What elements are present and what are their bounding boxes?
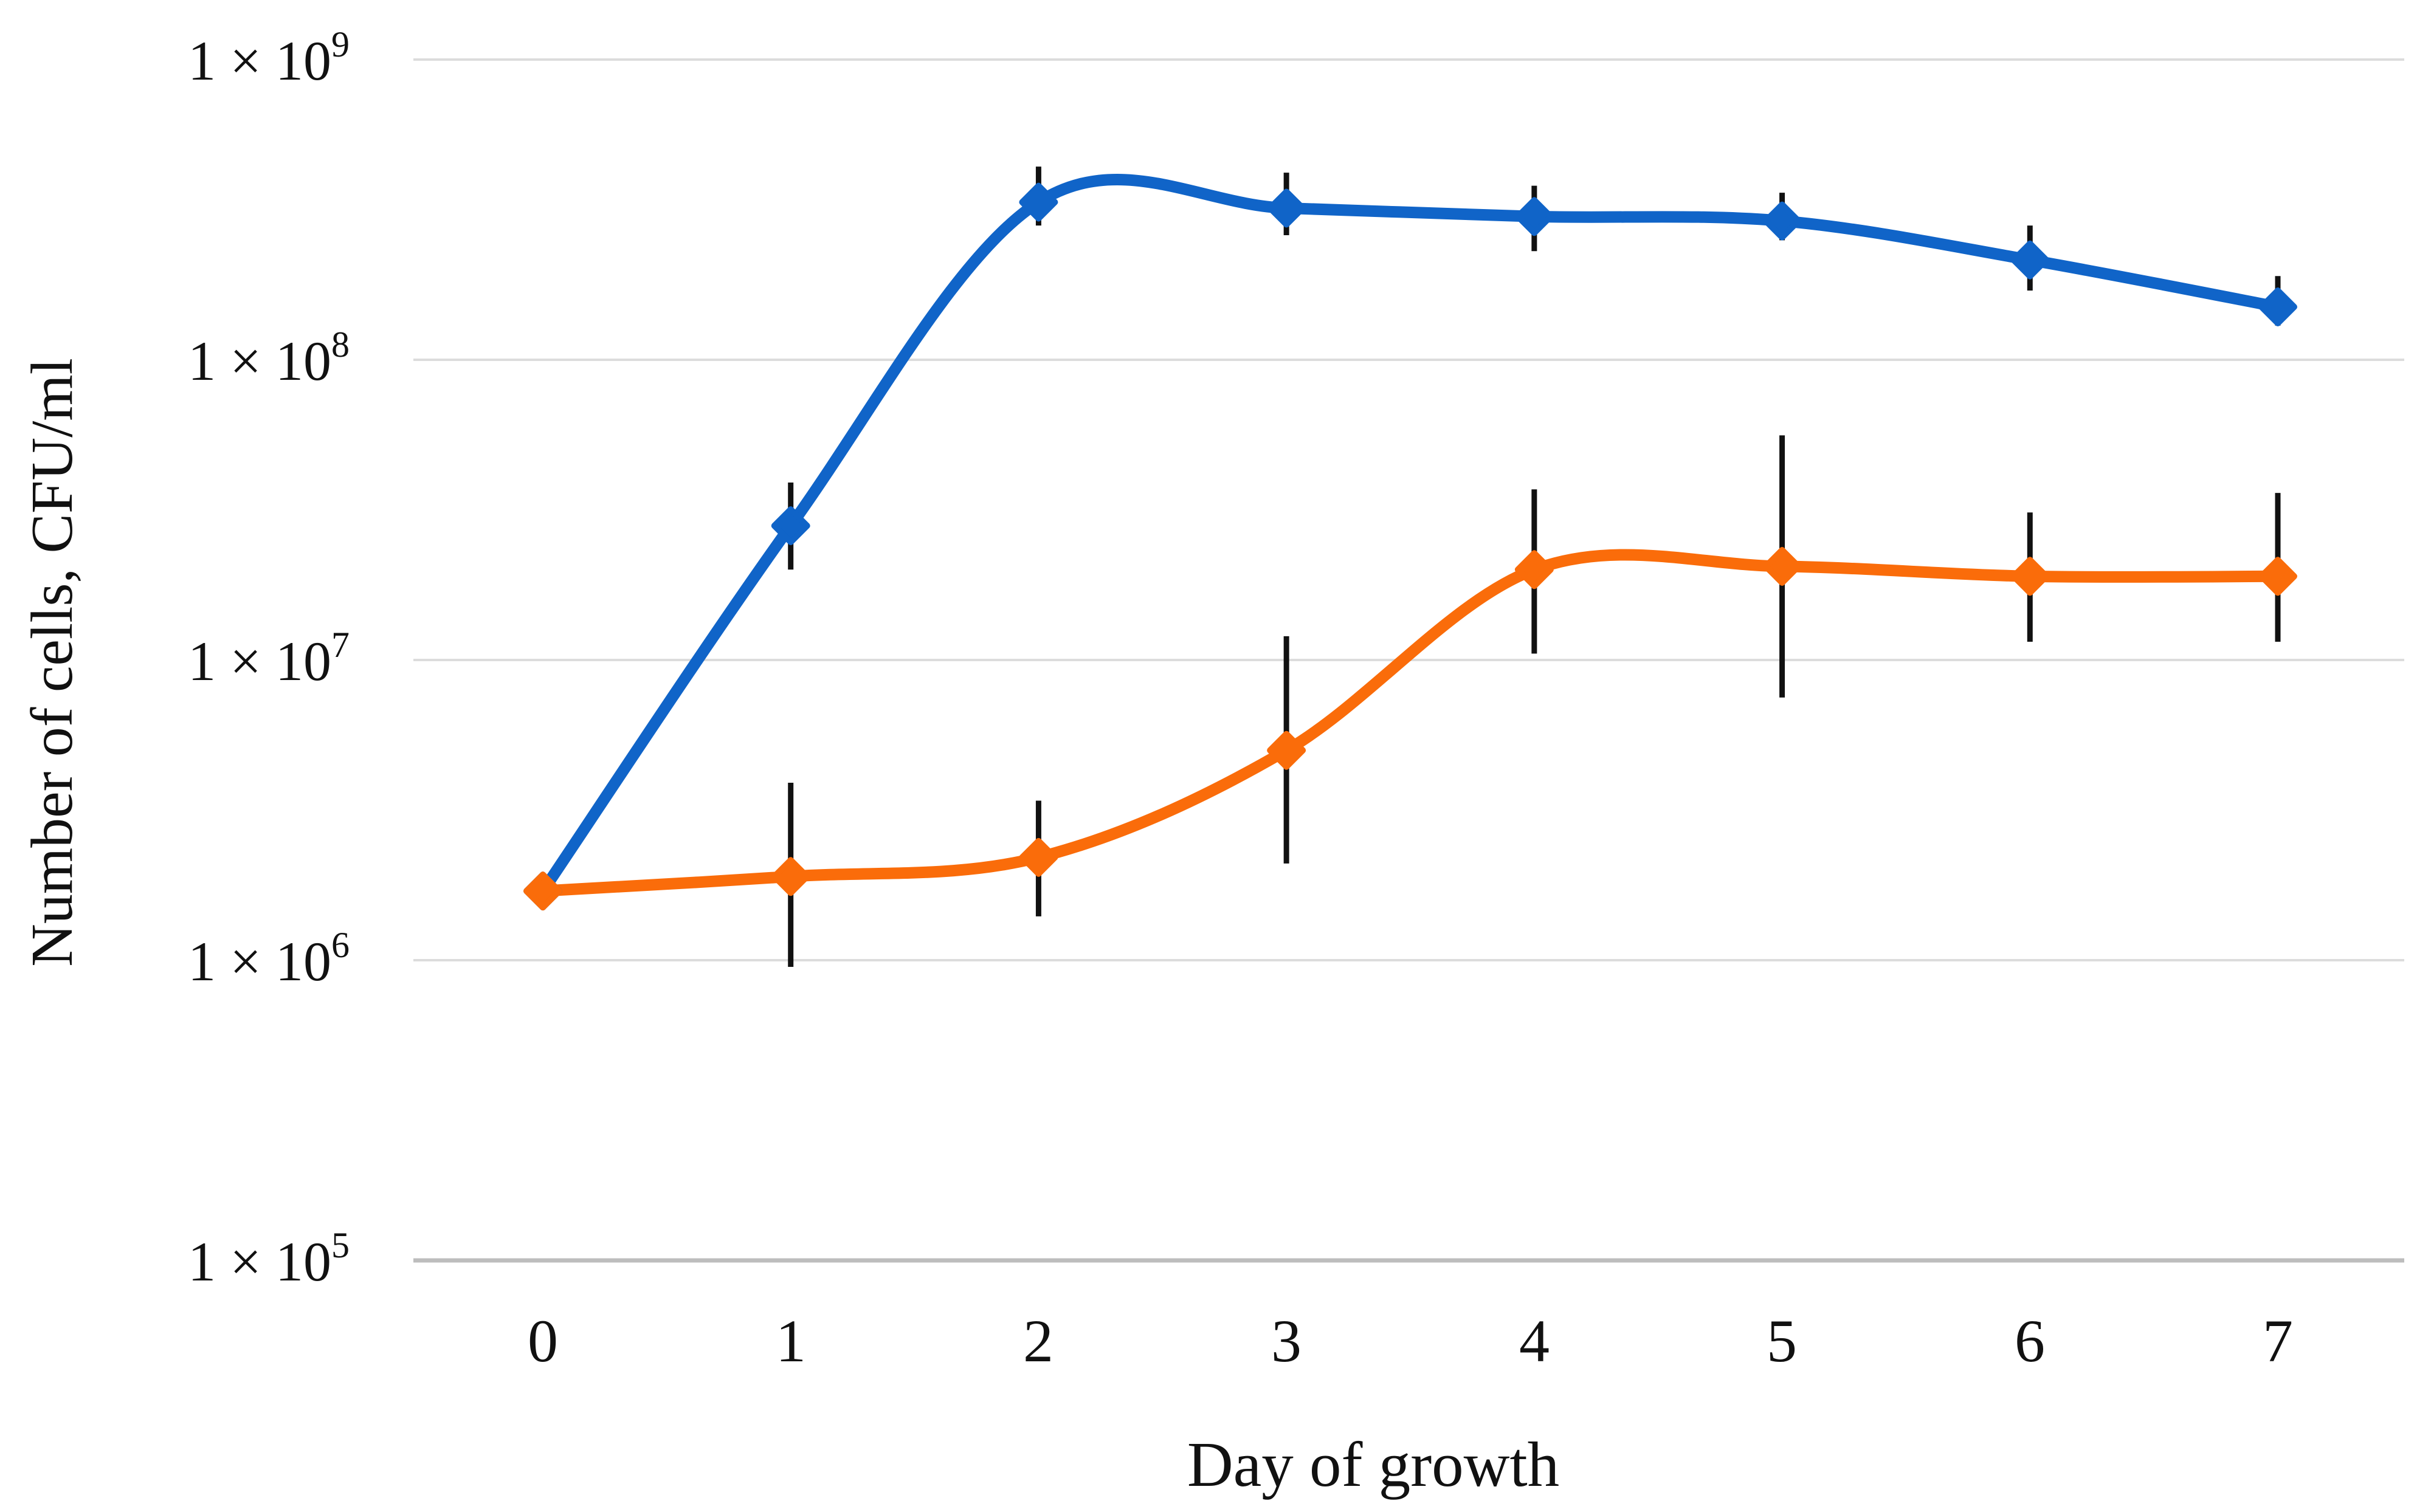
orange-series-marker-day-3 [1267, 730, 1306, 770]
y-tick-1e8: 1 × 108 [188, 325, 350, 392]
blue-series-marker-day-2 [1019, 182, 1058, 222]
orange-series-marker-day-4 [1514, 550, 1554, 589]
x-tick-day-2: 2 [1023, 1307, 1053, 1375]
orange-series-marker-day-2 [1019, 837, 1058, 877]
x-tick-day-7: 7 [2263, 1307, 2293, 1375]
x-tick-day-5: 5 [1767, 1307, 1797, 1375]
y-tick-1e7: 1 × 107 [188, 625, 350, 692]
orange-series-marker-day-6 [2010, 557, 2050, 596]
y-axis-tick-labels: 1 × 109 1 × 108 1 × 107 1 × 106 1 × 105 [188, 24, 350, 1293]
y-tick-1e6: 1 × 106 [188, 925, 350, 992]
x-tick-day-3: 3 [1271, 1307, 1302, 1375]
orange-series-line [537, 549, 2284, 897]
x-tick-day-1: 1 [776, 1307, 806, 1375]
orange-series-marker-day-1 [771, 857, 810, 896]
orange-series-marker-day-5 [1762, 546, 1802, 586]
x-tick-day-0: 0 [528, 1307, 558, 1375]
y-tick-1e5: 1 × 105 [188, 1225, 350, 1293]
blue-series-marker-day-3 [1267, 188, 1306, 228]
orange-series-marker-day-7 [2258, 557, 2297, 596]
blue-series-marker-day-5 [1762, 201, 1802, 241]
orange-series-marker-day-0 [523, 871, 562, 911]
blue-series-marker-day-4 [1514, 197, 1554, 236]
x-axis-title: Day of growth [1187, 1429, 1559, 1500]
x-tick-day-4: 4 [1519, 1307, 1550, 1375]
data-series-layer [523, 167, 2297, 967]
y-tick-1e9: 1 × 109 [188, 24, 350, 92]
blue-series-marker-day-7 [2258, 287, 2297, 327]
x-tick-day-6: 6 [2015, 1307, 2045, 1375]
y-axis-title: Number of cells, CFU/ml [19, 358, 85, 967]
blue-series-marker-day-1 [771, 506, 810, 546]
blue-series-marker-day-6 [2010, 240, 2050, 280]
blue-series-line [537, 174, 2284, 897]
x-axis-tick-labels: 0 1 2 3 4 5 6 7 [528, 1307, 2293, 1375]
